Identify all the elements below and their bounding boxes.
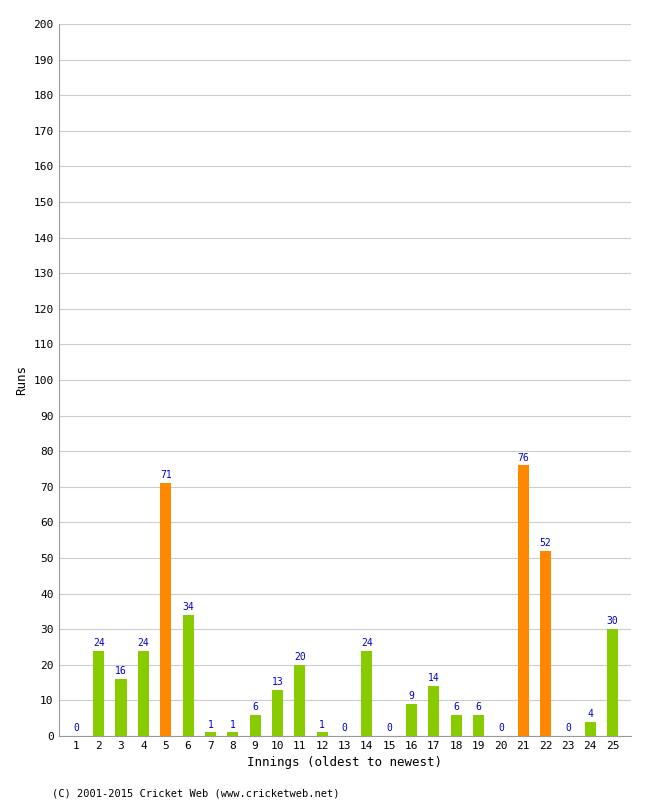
Bar (116, 679, 127, 736)
Text: 52: 52 (540, 538, 551, 548)
Text: 71: 71 (160, 470, 172, 480)
Bar (317, 733, 328, 736)
Y-axis label: Runs: Runs (15, 365, 28, 395)
Text: 0: 0 (386, 723, 392, 733)
Bar (450, 714, 462, 736)
Bar (294, 665, 305, 736)
Bar (183, 615, 194, 736)
Text: 6: 6 (252, 702, 258, 712)
Text: 6: 6 (453, 702, 459, 712)
Text: 0: 0 (498, 723, 504, 733)
Text: 34: 34 (182, 602, 194, 612)
Bar (272, 690, 283, 736)
Text: 20: 20 (294, 652, 306, 662)
Text: 0: 0 (73, 723, 79, 733)
Bar (428, 686, 439, 736)
Text: 24: 24 (93, 638, 105, 648)
Text: 1: 1 (207, 719, 213, 730)
Text: 6: 6 (476, 702, 482, 712)
Bar (361, 650, 372, 736)
Text: 76: 76 (517, 453, 529, 462)
Bar (406, 704, 417, 736)
Text: 24: 24 (138, 638, 150, 648)
Bar (607, 630, 618, 736)
Bar (227, 733, 239, 736)
Text: 14: 14 (428, 674, 440, 683)
Bar (585, 722, 596, 736)
Text: 0: 0 (565, 723, 571, 733)
Bar (160, 483, 172, 736)
Text: 1: 1 (230, 719, 236, 730)
Bar (473, 714, 484, 736)
Text: 13: 13 (272, 677, 283, 687)
Bar (205, 733, 216, 736)
X-axis label: Innings (oldest to newest): Innings (oldest to newest) (247, 757, 442, 770)
Text: 0: 0 (341, 723, 348, 733)
Bar (250, 714, 261, 736)
Text: 4: 4 (588, 709, 593, 719)
Text: 30: 30 (606, 616, 619, 626)
Text: 24: 24 (361, 638, 372, 648)
Bar (93, 650, 104, 736)
Text: (C) 2001-2015 Cricket Web (www.cricketweb.net): (C) 2001-2015 Cricket Web (www.cricketwe… (52, 788, 339, 798)
Text: 1: 1 (319, 719, 325, 730)
Text: 9: 9 (409, 691, 415, 701)
Bar (517, 466, 529, 736)
Text: 16: 16 (115, 666, 127, 676)
Bar (540, 551, 551, 736)
Bar (138, 650, 149, 736)
